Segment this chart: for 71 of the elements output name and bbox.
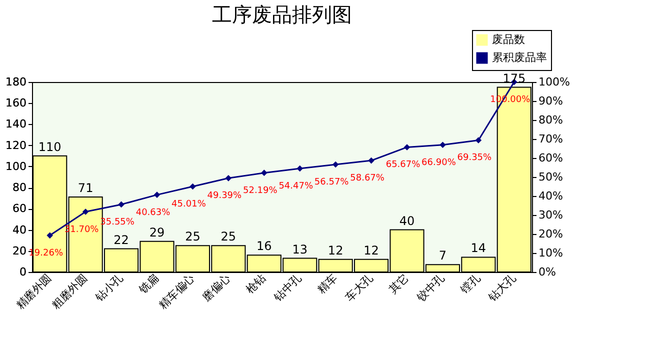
legend-label: 累积废品率: [492, 51, 547, 64]
point: [225, 174, 232, 182]
data-label: 16: [256, 239, 272, 254]
x-tick-label: 车大孔: [343, 272, 376, 304]
y2-tick-label: 0%: [538, 266, 556, 278]
data-label: 40.63%: [136, 208, 171, 218]
data-label: 12: [364, 243, 379, 258]
data-label: 13: [292, 242, 308, 256]
x-tick-label: 钻小孔: [92, 272, 126, 305]
point: [82, 208, 89, 215]
point: [440, 142, 446, 148]
legend-label: 废品数: [492, 33, 525, 46]
data-label: 110: [38, 140, 62, 154]
y-tick-label: 180: [6, 76, 26, 88]
x-tick-label: 铰中孔: [414, 272, 447, 305]
y2-tick-label: 60%: [538, 152, 563, 164]
data-label: 12: [328, 243, 344, 258]
y-tick-label: 100: [6, 160, 26, 173]
data-label: 69.35%: [457, 153, 492, 164]
x-tick-label: 铣扁: [136, 272, 162, 298]
data-label: 56.57%: [314, 178, 350, 188]
y2-tick-label: 70%: [538, 132, 563, 146]
y-tick-label: 60: [12, 202, 26, 216]
y-tick-label: 140: [6, 118, 26, 131]
y2-tick-label: 40%: [538, 190, 563, 202]
point: [260, 170, 268, 176]
y2-tick-label: 80%: [538, 114, 563, 126]
y-tick-label: 0: [20, 266, 26, 278]
data-label: 14: [470, 241, 486, 256]
data-label: 25: [220, 230, 236, 244]
y-tick-label: 20: [12, 244, 26, 258]
y2-tick-label: 100%: [538, 76, 570, 88]
data-label: 22: [114, 232, 129, 247]
y-tick-label: 120: [6, 138, 26, 152]
y2-tick-label: 50%: [538, 170, 563, 184]
data-label: 45.01%: [172, 199, 206, 210]
point: [118, 201, 124, 208]
point: [332, 161, 339, 168]
x-tick-label: 其它: [386, 272, 412, 296]
data-label: 58.67%: [350, 174, 385, 184]
data-label: 40: [399, 214, 415, 228]
data-label: 52.19%: [242, 186, 278, 196]
data-label: 25: [185, 230, 200, 244]
x-tick-label: 磨偏心: [200, 272, 233, 304]
y2-tick-label: 30%: [538, 208, 563, 222]
data-label: 54.47%: [278, 182, 314, 192]
y-tick-label: 80: [12, 181, 26, 194]
point: [368, 157, 374, 164]
y-tick-label: 40: [12, 223, 26, 236]
y2-tick-label: 10%: [538, 246, 563, 260]
data-label: 49.39%: [207, 191, 242, 202]
x-tick-label: 钻大孔: [485, 272, 518, 305]
x-tick-label: 钻中孔: [270, 272, 304, 305]
x-tick-label: 镗孔: [457, 272, 483, 298]
data-label: 7: [438, 248, 447, 263]
point: [475, 137, 482, 144]
x-tick-label: 精车: [315, 272, 340, 296]
data-label: 66.90%: [422, 158, 456, 168]
point: [296, 165, 304, 172]
data-label: 65.67%: [386, 160, 421, 170]
point: [404, 144, 410, 150]
y2-tick-label: 90%: [538, 94, 563, 108]
point: [46, 232, 54, 239]
chart-title: 工序废品排列图: [212, 2, 352, 26]
data-label: 29: [149, 225, 165, 240]
x-tick-label: 枪钻: [244, 272, 268, 296]
point: [190, 183, 196, 190]
y2-tick-label: 20%: [538, 228, 563, 240]
data-label: 71: [78, 181, 94, 196]
point: [154, 192, 160, 198]
y-tick-label: 160: [6, 96, 26, 110]
